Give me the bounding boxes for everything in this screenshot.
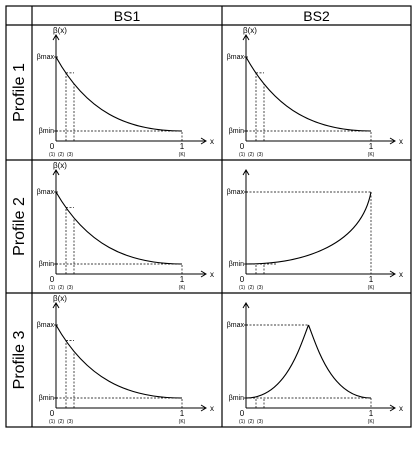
- beta-min-label: βmin: [39, 128, 54, 135]
- beta-min-label: βmin: [229, 395, 244, 402]
- one-label: 1: [180, 409, 185, 418]
- x-axis-arrow: [389, 270, 396, 278]
- table-border: [5, 5, 412, 428]
- beta-min-label: βmin: [39, 261, 54, 268]
- beta-max-label: βmax: [37, 54, 55, 61]
- tick-label: (3): [257, 419, 263, 425]
- panel: x βmax βmin 0 1 (1) (2) (3) (K): [227, 302, 403, 425]
- tick-label: (2): [248, 419, 254, 425]
- x-axis-arrow: [200, 270, 207, 278]
- profile-curve: [245, 191, 372, 265]
- tick-label: (3): [257, 285, 263, 291]
- row-label: Profile 3: [11, 331, 28, 390]
- k-tick-label: (K): [368, 419, 375, 425]
- one-label: 1: [180, 275, 185, 284]
- tick-label: (2): [58, 152, 64, 158]
- y-axis-label: β(x): [53, 161, 67, 170]
- one-label: 1: [369, 275, 374, 284]
- x-axis-arrow: [389, 137, 396, 145]
- profile-curve: [55, 56, 183, 132]
- tick-label: (2): [58, 285, 64, 291]
- k-tick-label: (K): [179, 152, 186, 158]
- panel: β(x) x βmax βmin 0 1 (1) (2) (3) (K): [37, 26, 214, 158]
- panel: β(x) x βmax βmin 0 1 (1) (2) (3) (K): [227, 26, 403, 158]
- y-axis-arrow: [242, 169, 250, 176]
- k-tick-label: (K): [368, 285, 375, 291]
- zero-label: 0: [50, 409, 55, 418]
- one-label: 1: [369, 142, 374, 151]
- y-axis-label: β(x): [53, 26, 67, 35]
- column-header: BS2: [303, 8, 330, 24]
- tick-label: (1): [49, 419, 55, 425]
- x-axis-label: x: [399, 404, 403, 413]
- tick-label: (1): [49, 285, 55, 291]
- tick-label: (2): [248, 285, 254, 291]
- row-labels: Profile 1 Profile 2 Profile 3: [11, 63, 28, 389]
- beta-min-label: βmin: [39, 395, 54, 402]
- column-headers: BS1 BS2: [114, 8, 330, 24]
- one-label: 1: [369, 409, 374, 418]
- y-axis-label: β(x): [243, 26, 257, 35]
- tick-label: (3): [67, 285, 73, 291]
- zero-label: 0: [50, 275, 55, 284]
- zero-label: 0: [240, 275, 245, 284]
- beta-min-label: βmin: [229, 261, 244, 268]
- tick-label: (3): [67, 419, 73, 425]
- tick-label: (2): [58, 419, 64, 425]
- tick-label: (3): [67, 152, 73, 158]
- x-axis-label: x: [210, 404, 214, 413]
- zero-label: 0: [240, 409, 245, 418]
- beta-min-label: βmin: [229, 128, 244, 135]
- tick-label: (2): [248, 152, 254, 158]
- beta-max-label: βmax: [37, 322, 55, 329]
- tick-label: (1): [49, 152, 55, 158]
- one-label: 1: [180, 142, 185, 151]
- x-axis-label: x: [399, 270, 403, 279]
- tick-label: (1): [239, 285, 245, 291]
- beta-max-label: βmax: [227, 322, 245, 329]
- row-label: Profile 1: [11, 63, 28, 122]
- panel: β(x) x βmax βmin 0 1 (1) (2) (3) (K): [37, 294, 214, 425]
- y-axis-arrow: [52, 34, 60, 41]
- panel: β(x) x βmax βmin 0 1 (1) (2) (3) (K): [37, 161, 214, 291]
- zero-label: 0: [50, 142, 55, 151]
- beta-max-label: βmax: [37, 189, 55, 196]
- tick-label: (1): [239, 152, 245, 158]
- table-grid: [5, 5, 412, 428]
- column-header: BS1: [114, 8, 141, 24]
- profile-curve-fall: [307, 324, 372, 399]
- k-tick-label: (K): [179, 285, 186, 291]
- y-axis-arrow: [52, 302, 60, 309]
- y-axis-arrow: [52, 169, 60, 176]
- x-axis-label: x: [210, 270, 214, 279]
- y-axis-arrow: [242, 302, 250, 309]
- x-axis-arrow: [389, 404, 396, 412]
- panel: x βmax βmin 0 1 (1) (2) (3) (K): [227, 169, 403, 291]
- x-axis-label: x: [210, 137, 214, 146]
- beta-max-label: βmax: [227, 189, 245, 196]
- x-axis-arrow: [200, 137, 207, 145]
- profile-curve: [55, 191, 183, 265]
- tick-label: (3): [257, 152, 263, 158]
- profile-curve: [55, 324, 183, 399]
- x-axis-label: x: [399, 137, 403, 146]
- beta-max-label: βmax: [227, 54, 245, 61]
- tick-label: (1): [239, 419, 245, 425]
- zero-label: 0: [240, 142, 245, 151]
- profile-curve: [245, 56, 372, 132]
- k-tick-label: (K): [179, 419, 186, 425]
- k-tick-label: (K): [368, 152, 375, 158]
- row-label: Profile 2: [11, 197, 28, 256]
- x-axis-arrow: [200, 404, 207, 412]
- y-axis-label: β(x): [53, 294, 67, 303]
- y-axis-arrow: [242, 34, 250, 41]
- profile-curve-rise: [245, 324, 310, 399]
